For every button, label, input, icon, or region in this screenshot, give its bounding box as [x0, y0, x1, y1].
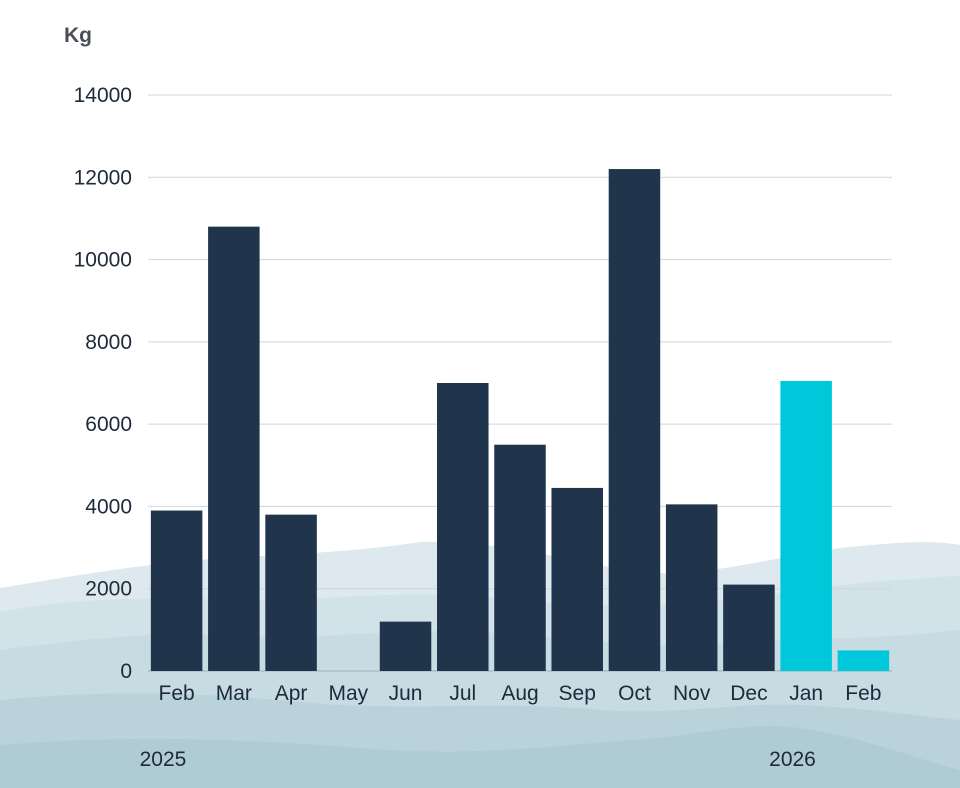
- x-tick-label: Jan: [789, 682, 823, 705]
- bar-nov-9: [665, 504, 718, 671]
- bar-jan-11: [780, 380, 832, 671]
- y-tick-label: 8000: [85, 331, 132, 354]
- y-tick-label: 14000: [74, 84, 132, 107]
- bar-jul-5: [437, 383, 489, 671]
- bar-oct-8: [608, 169, 661, 672]
- y-tick-label: 6000: [85, 413, 132, 436]
- x-tick-label: May: [328, 682, 368, 705]
- x-tick-label: Mar: [216, 682, 252, 705]
- y-tick-label: 0: [120, 660, 132, 683]
- bar-dec-10: [723, 584, 775, 671]
- bar-mar-1: [208, 226, 260, 671]
- x-tick-label: Jun: [389, 682, 423, 705]
- y-tick-label: 4000: [85, 495, 132, 518]
- bar-feb-0: [150, 510, 203, 671]
- x-axis: Feb Mar Apr May Jun Jul Aug Sep Oct Nov Dec Jan Feb: [159, 682, 882, 705]
- year-label-2025: 2025: [139, 748, 187, 771]
- bar-sep-7: [551, 487, 603, 671]
- bar-jun-4: [379, 621, 432, 671]
- bar-apr-2: [265, 514, 317, 671]
- y-axis-unit-label: Kg: [64, 24, 92, 47]
- bars: [150, 169, 890, 672]
- year-label-2026: 2026: [769, 748, 816, 771]
- x-tick-label: Aug: [501, 682, 538, 705]
- y-tick-label: 12000: [74, 166, 132, 189]
- bar-aug-6: [494, 444, 546, 671]
- x-tick-label: Jul: [449, 682, 476, 705]
- x-tick-label: Apr: [275, 682, 308, 705]
- bar-feb-12: [837, 650, 890, 671]
- y-axis: 0 2000 4000 6000 8000 10000 12000 14000: [74, 84, 132, 683]
- x-tick-label: Oct: [618, 682, 651, 705]
- x-tick-label: Sep: [559, 682, 596, 705]
- x-tick-label: Feb: [159, 682, 195, 705]
- x-tick-label: Nov: [673, 682, 711, 705]
- x-tick-label: Dec: [730, 682, 767, 705]
- y-tick-label: 10000: [74, 249, 132, 272]
- y-tick-label: 2000: [85, 578, 132, 601]
- x-tick-label: Feb: [845, 682, 881, 705]
